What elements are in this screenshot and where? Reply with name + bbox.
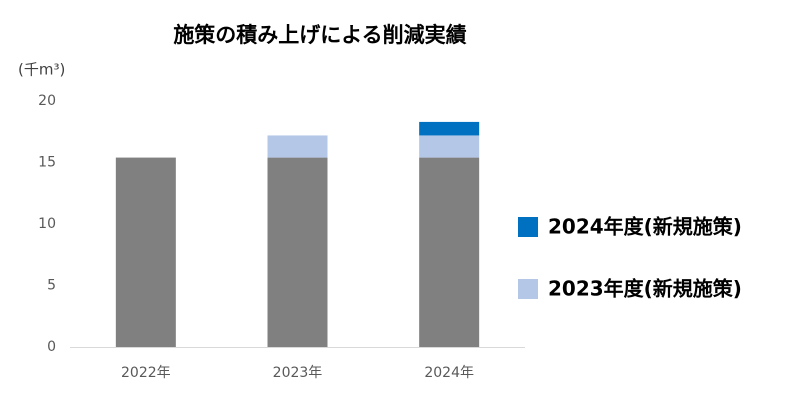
legend-label: 2023年度(新規施策) bbox=[548, 277, 742, 301]
bar-segment bbox=[419, 157, 480, 347]
chart-title: 施策の積み上げによる削減実績 bbox=[173, 23, 466, 47]
x-tick-label: 2022年 bbox=[121, 365, 171, 381]
y-tick-label: 5 bbox=[47, 278, 56, 294]
legend-swatch bbox=[518, 217, 538, 237]
bar-segment bbox=[419, 121, 480, 136]
legend-label: 2024年度(新規施策) bbox=[548, 215, 742, 239]
bar-segment bbox=[267, 157, 328, 347]
bar-segment bbox=[115, 157, 176, 347]
y-tick-label: 10 bbox=[38, 216, 56, 232]
bar-segment bbox=[267, 135, 328, 158]
x-tick-label: 2024年 bbox=[424, 365, 474, 381]
y-tick-label: 0 bbox=[47, 339, 56, 355]
x-tick-label: 2023年 bbox=[273, 365, 323, 381]
legend-swatch bbox=[518, 279, 538, 299]
y-axis-unit: (千m³) bbox=[18, 61, 65, 79]
y-tick-label: 20 bbox=[38, 93, 56, 109]
y-tick-label: 15 bbox=[38, 155, 56, 171]
bar-segment bbox=[419, 135, 480, 158]
